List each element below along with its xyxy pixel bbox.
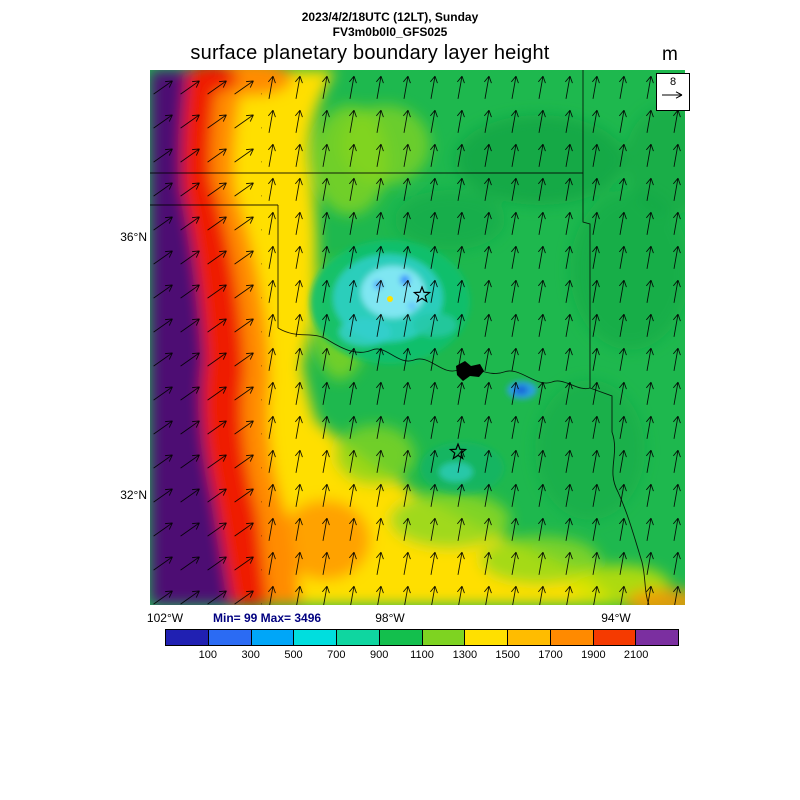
colorbar-tick-label: 1100 (410, 649, 434, 661)
lon-tick-label: 98°W (375, 611, 405, 625)
colorbar-segment (636, 630, 678, 645)
colorbar-tick-label: 1700 (538, 649, 563, 661)
chart-title: surface planetary boundary layer height (190, 42, 550, 64)
valid-time-label: 2023/4/2/18UTC (12LT), Sunday (301, 10, 479, 24)
colorbar-tick-label: 2100 (623, 649, 649, 661)
colorbar-segment (337, 630, 380, 645)
wind-arrows (150, 70, 685, 605)
lon-tick-label: 102°W (146, 611, 184, 625)
colorbar-tick-label: 300 (241, 649, 260, 661)
colorbar-segment (251, 630, 295, 645)
lat-tick-label: 36°N (120, 230, 147, 244)
colorbar-tick-label: 1300 (452, 649, 478, 661)
colorbar-tick-label: 900 (369, 649, 389, 661)
model-name-label: FV3m0b0l0_GFS025 (332, 25, 448, 39)
lon-axis: 102°W 98°W 94°W (0, 611, 800, 626)
wind-scale-value: 8 (669, 76, 677, 88)
colorbar-labels: 100 300 500 700 900 1100 1300 1500 1700 1900 2100 (165, 649, 679, 664)
colorbar-tick-label: 100 (198, 649, 218, 661)
minmax-label: Min= 99 Max= 3496 (213, 611, 322, 625)
pbl-map (150, 70, 685, 605)
colorbar-tick-label: 1500 (495, 649, 520, 661)
colorbar-segment (465, 630, 508, 645)
colorbar-tick-label: 700 (327, 649, 346, 661)
colorbar-tick-label: 500 (284, 649, 303, 661)
colorbar-segment (379, 630, 423, 645)
colorbar-tick-label: 1900 (581, 649, 606, 661)
wind-scale-arrow-icon (662, 91, 683, 99)
colorbar-segment (208, 630, 252, 645)
units-label: m (662, 44, 678, 65)
pbl-contour-map (150, 70, 685, 605)
lon-tick-label: 94°W (601, 611, 631, 625)
colorbar-segment (550, 630, 594, 645)
colorbar (165, 629, 679, 646)
colorbar-segment (166, 630, 209, 645)
lat-tick-label: 32°N (120, 488, 147, 502)
colorbar-segment (294, 630, 337, 645)
colorbar-segment (508, 630, 551, 645)
colorbar-segment (422, 630, 466, 645)
colorbar-segment (593, 630, 637, 645)
wind-scale-box: 8 (656, 73, 690, 111)
